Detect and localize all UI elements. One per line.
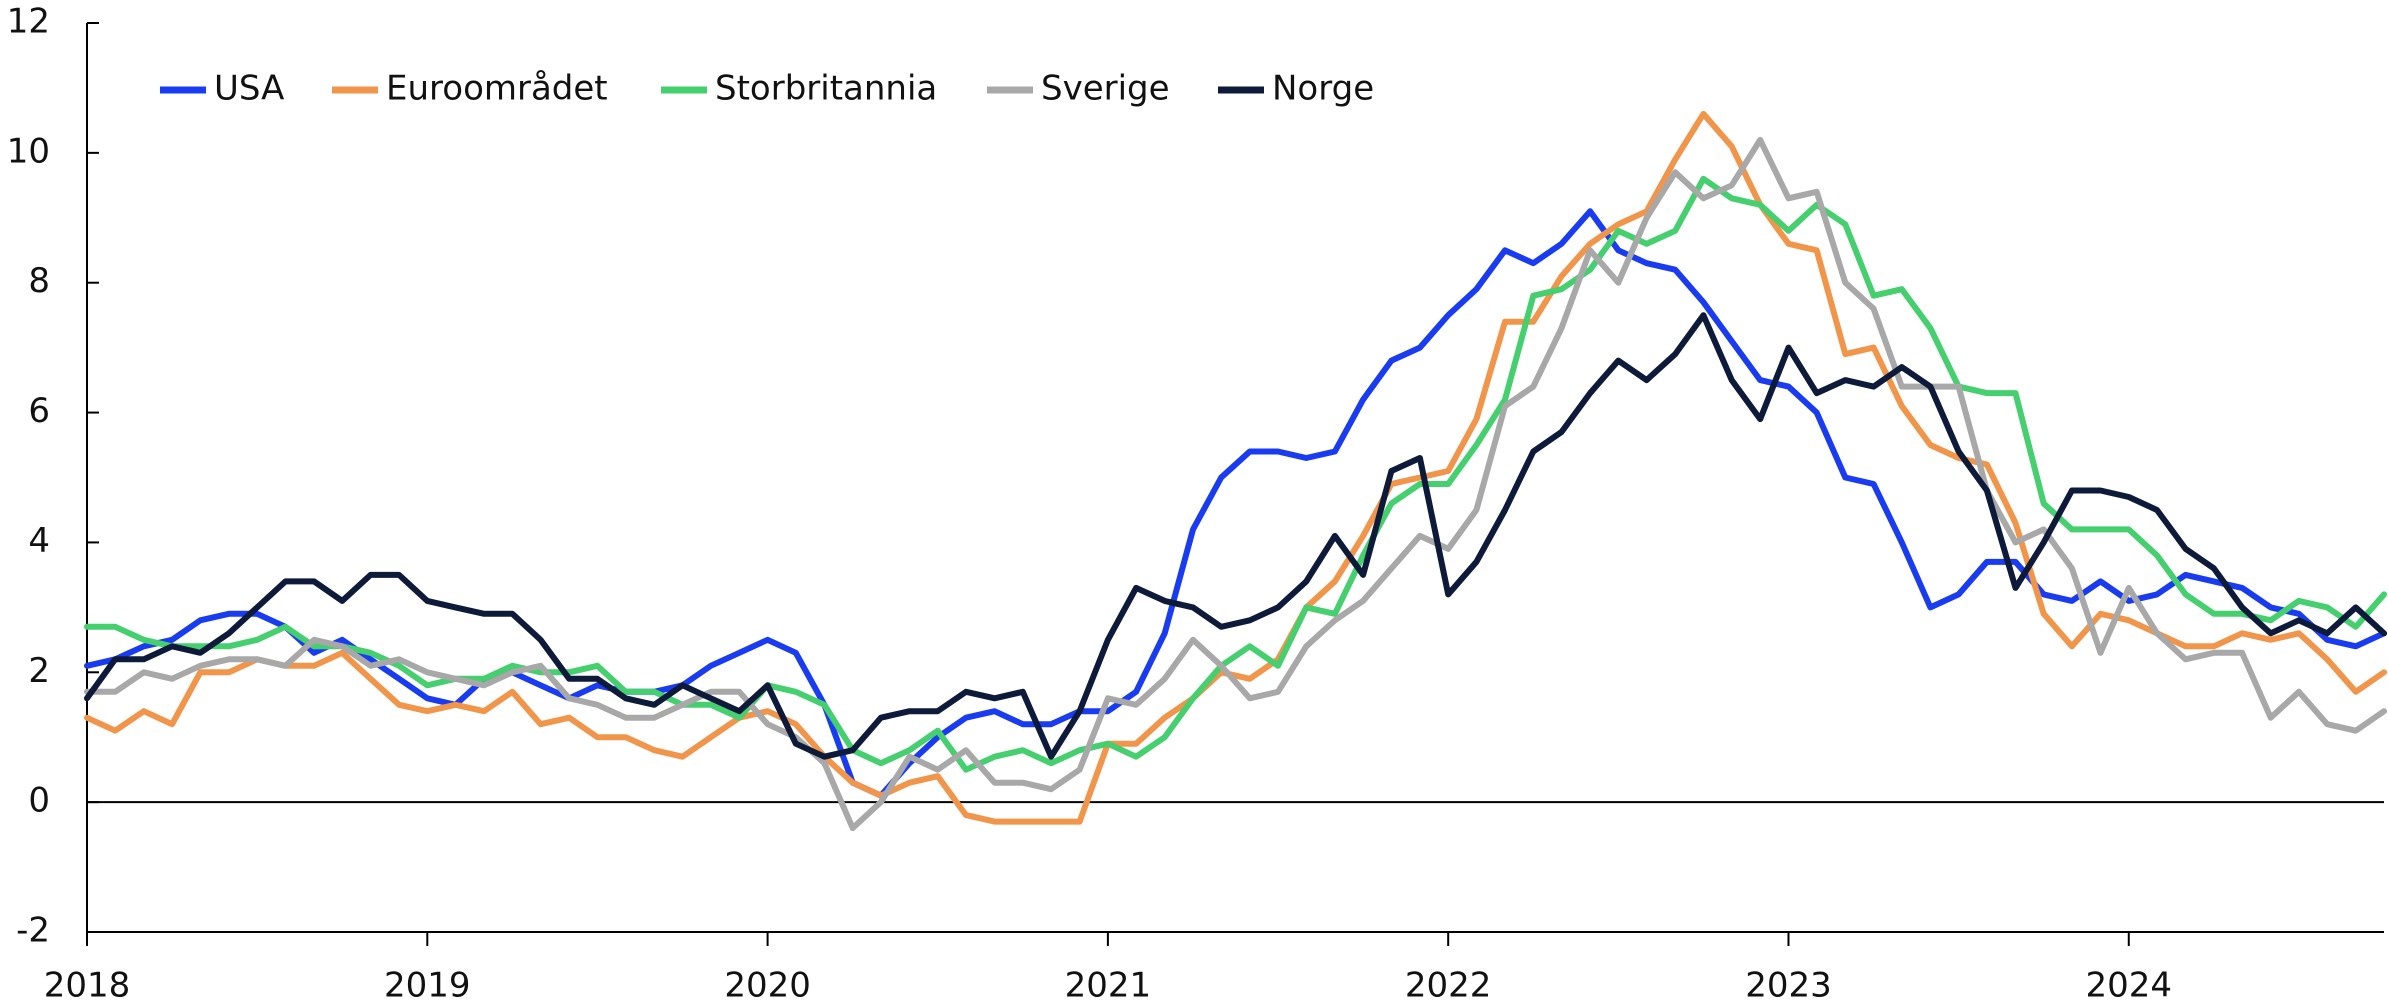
x-tick-label: 2024 — [2086, 966, 2173, 1006]
y-tick-label: 10 — [7, 131, 50, 171]
series-line — [84, 312, 2387, 760]
x-tick-label: 2020 — [724, 966, 811, 1006]
series-line — [84, 110, 2387, 825]
legend-label: USA — [214, 69, 284, 109]
y-tick-label: 8 — [28, 261, 50, 301]
series-line — [84, 175, 2387, 773]
x-tick-label: 2018 — [44, 966, 131, 1006]
y-tick-label: -2 — [16, 911, 50, 951]
x-tick-label: 2023 — [1745, 966, 1832, 1006]
series-line — [84, 208, 2387, 799]
y-tick-label: 2 — [28, 651, 50, 691]
x-tick-label: 2019 — [384, 966, 471, 1006]
series-line — [84, 136, 2387, 832]
y-tick-label: 12 — [7, 2, 50, 42]
legend-label: Sverige — [1041, 69, 1170, 109]
legend-label: Storbritannia — [715, 69, 937, 109]
y-tick-label: 0 — [28, 781, 50, 821]
legend-label: Norge — [1272, 69, 1374, 109]
x-tick-label: 2022 — [1405, 966, 1492, 1006]
x-tick-label: 2021 — [1065, 966, 1152, 1006]
y-tick-label: 6 — [28, 391, 50, 431]
y-tick-label: 4 — [28, 521, 50, 561]
legend-label: Euroområdet — [386, 69, 608, 109]
